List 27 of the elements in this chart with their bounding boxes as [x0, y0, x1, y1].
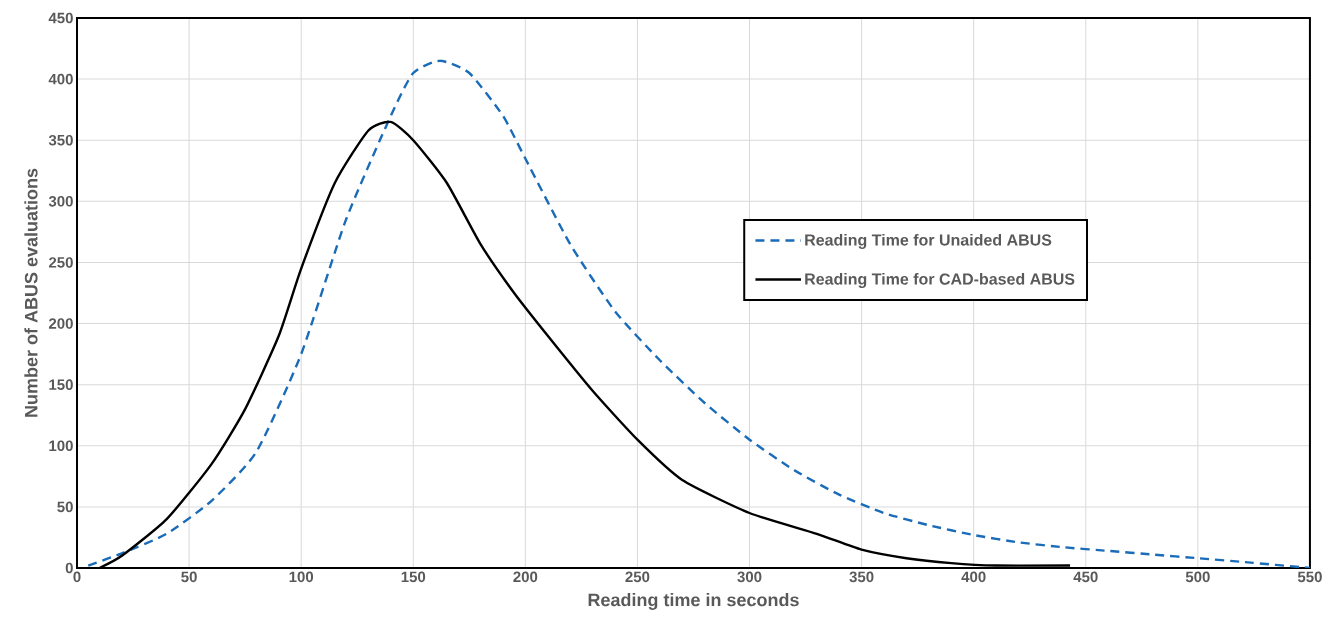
x-axis-title: Reading time in seconds — [588, 593, 799, 610]
x-tick-label: 0 — [73, 571, 81, 583]
y-tick-label: 400 — [48, 73, 73, 85]
y-tick-label: 350 — [48, 134, 73, 146]
legend-label: Reading Time for Unaided ABUS — [805, 233, 1052, 249]
x-tick-label: 300 — [737, 571, 762, 583]
x-tick-label: 350 — [849, 571, 874, 583]
x-tick-label: 450 — [1073, 571, 1098, 583]
y-tick-label: 0 — [65, 562, 73, 574]
x-tick-label: 400 — [961, 571, 986, 583]
x-tick-label: 250 — [625, 571, 650, 583]
y-tick-label: 200 — [48, 318, 73, 329]
legend-label: Reading Time for CAD-based ABUS — [805, 273, 1075, 288]
x-tick-label: 100 — [289, 571, 314, 583]
y-tick-label: 250 — [48, 257, 73, 268]
x-tick-label: 500 — [1185, 571, 1210, 583]
y-tick-label: 150 — [49, 379, 73, 390]
y-tick-label: 100 — [49, 440, 73, 452]
x-tick-label: 550 — [1297, 571, 1322, 583]
y-tick-label: 450 — [48, 12, 73, 24]
y-tick-label: 300 — [48, 196, 73, 207]
y-tick-label: 50 — [57, 501, 73, 513]
x-tick-label: 150 — [401, 571, 426, 583]
x-tick-label: 50 — [181, 571, 197, 583]
x-tick-label: 200 — [513, 571, 538, 583]
line-series — [87, 59, 1310, 568]
y-axis-title: Number of ABUS evaluations — [24, 168, 38, 417]
